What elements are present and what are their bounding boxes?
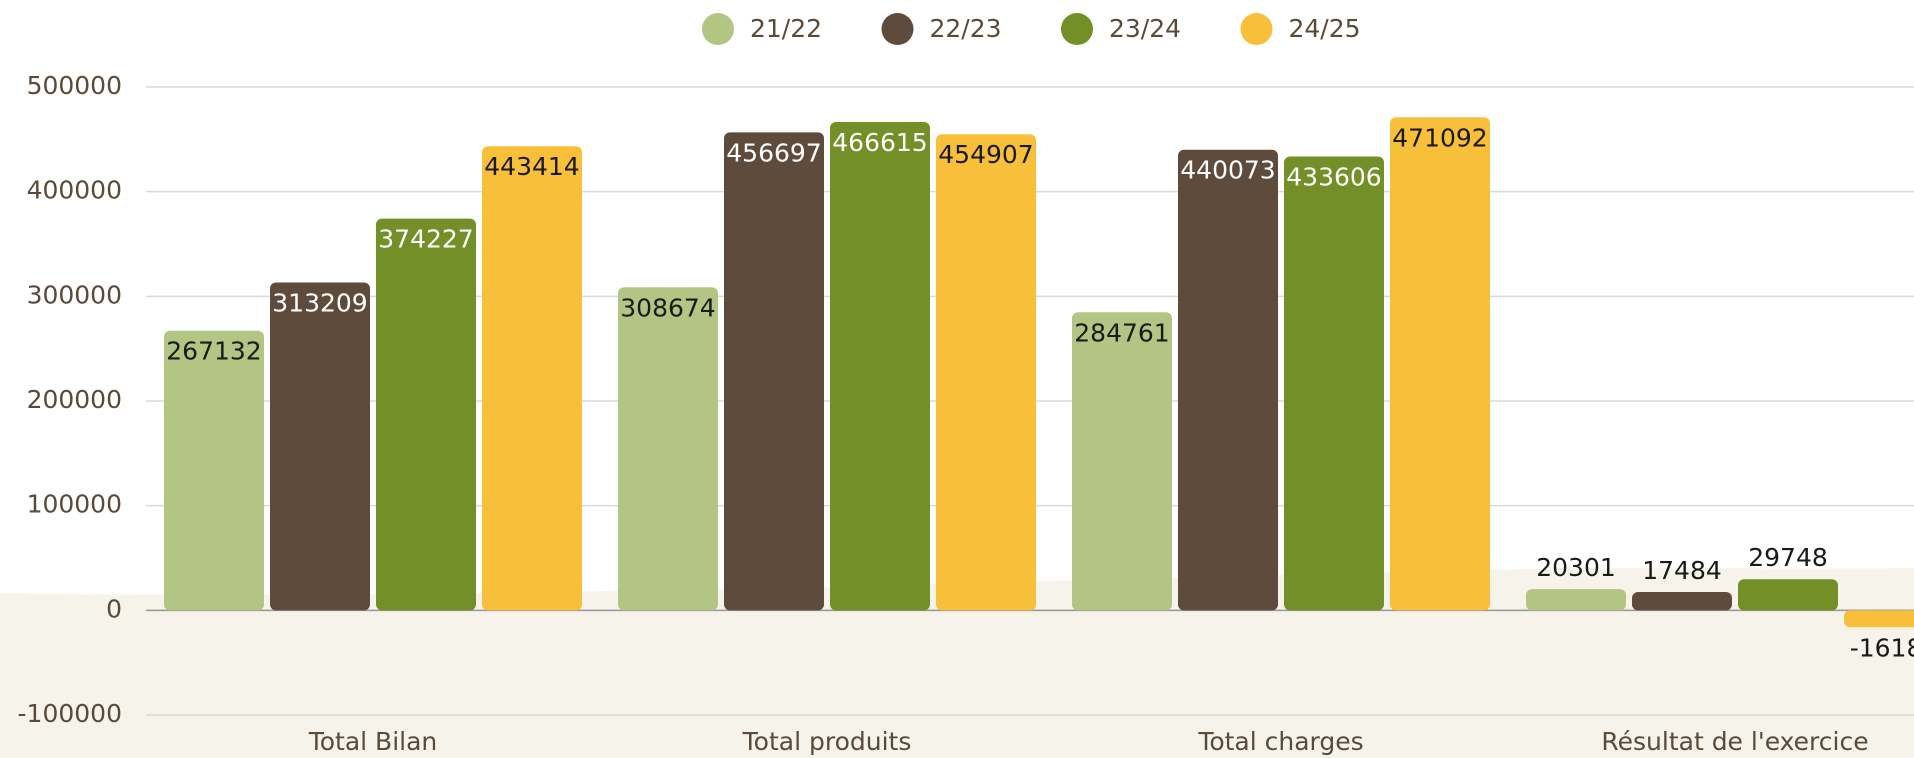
y-tick-label: 300000 [27,280,122,309]
y-tick-label: 500000 [27,71,122,100]
legend-label: 21/22 [750,14,822,43]
x-tick-label: Total produits [742,727,912,756]
y-tick-label: 400000 [27,176,122,205]
legend-label: 22/23 [930,14,1002,43]
legend-label: 23/24 [1109,14,1181,43]
data-label: 456697 [726,138,821,167]
data-label: 20301 [1536,553,1616,582]
background-wave [0,568,1914,758]
bar [1738,579,1838,611]
bar [164,330,264,611]
bar [830,121,930,611]
data-label: 313209 [272,289,367,318]
bar [936,134,1036,611]
legend-swatch [1061,13,1093,45]
y-tick-label: -100000 [18,699,122,728]
x-tick-label: Total Bilan [308,727,438,756]
legend-swatch [881,13,914,45]
data-label: 284761 [1074,318,1169,347]
bar [1284,156,1384,611]
legend-swatch [1240,13,1273,45]
bar [482,146,582,611]
x-tick-label: Résultat de l'exercice [1601,727,1868,756]
bar [1526,589,1626,611]
data-label: -16186 [1850,633,1914,662]
bar [1632,592,1732,611]
y-tick-label: 100000 [27,490,122,519]
data-label: 443414 [484,152,579,181]
bar [376,218,476,611]
bar [724,132,824,611]
y-tick-label: 200000 [27,385,122,414]
data-label: 454907 [938,140,1033,169]
bar [1178,149,1278,611]
data-label: 17484 [1642,556,1722,585]
bar [1844,610,1914,628]
data-label: 267132 [166,337,261,366]
data-label: 433606 [1286,162,1381,191]
data-label: 471092 [1392,123,1487,152]
x-tick-label: Total charges [1197,727,1363,756]
bar [1072,312,1172,611]
legend-label: 24/25 [1289,14,1361,43]
data-label: 308674 [620,293,715,322]
data-label: 29748 [1748,543,1828,572]
bar [1390,117,1490,611]
data-label: 440073 [1180,156,1275,185]
bar [270,282,370,611]
data-label: 466615 [832,128,927,157]
y-tick-label: 0 [106,594,122,623]
legend-swatch [702,13,734,45]
bar [618,287,718,611]
data-label: 374227 [378,225,473,254]
